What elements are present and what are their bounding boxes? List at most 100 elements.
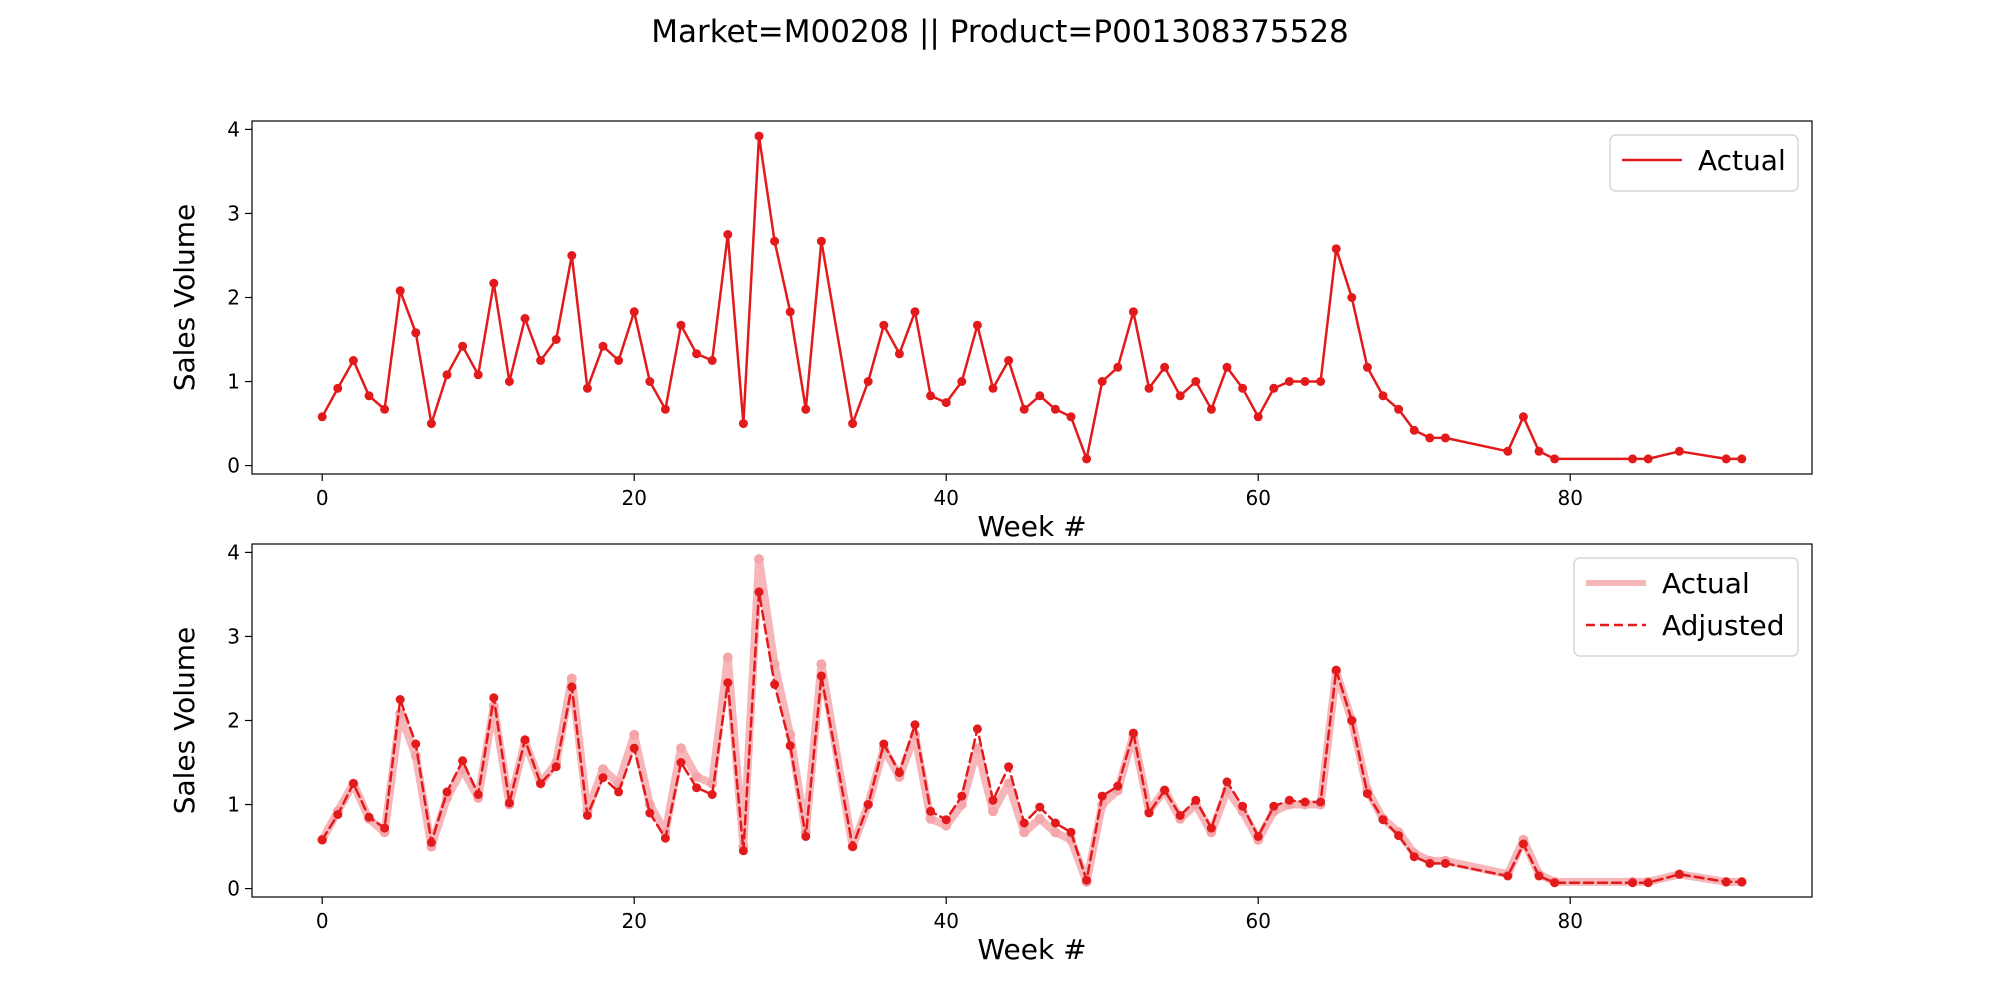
data-point [801,404,811,414]
data-point [489,693,499,703]
data-point [458,341,468,351]
data-point [629,743,639,753]
x-tick-label: 80 [1557,909,1582,933]
x-tick-label: 0 [316,909,329,933]
data-point [520,735,530,745]
plot-frame [251,120,1813,475]
data-point [348,356,358,365]
data-point [411,328,421,338]
series-line-actual [318,555,1746,886]
data-point [536,356,546,365]
data-point [317,412,327,422]
data-point [723,230,733,239]
data-point [614,356,624,365]
x-tick-label: 20 [621,486,646,510]
data-point [333,810,343,820]
data-point [957,377,967,386]
data-point [1238,801,1248,811]
data-point [848,419,858,429]
x-tick-label: 60 [1245,909,1270,933]
data-point [770,236,780,246]
data-point [1253,412,1263,422]
data-point [1331,244,1341,254]
data-point [1035,802,1045,812]
data-point [863,377,873,386]
data-point [1175,811,1185,820]
data-point [1550,878,1560,888]
data-point [629,729,640,740]
data-point [1284,795,1294,805]
data-point [910,720,920,730]
data-point [1394,404,1404,414]
data-point [395,695,405,704]
data-point [1721,454,1731,464]
data-point [1128,307,1138,317]
data-point [348,779,358,788]
data-point [692,783,702,793]
data-point [1113,781,1123,791]
data-point [458,756,468,766]
data-point [754,554,764,565]
data-point [1144,808,1154,818]
data-point [988,795,998,805]
data-point [1300,377,1310,386]
data-point [473,790,483,799]
data-point [770,679,780,689]
data-point [1440,858,1450,868]
data-point [1643,454,1653,464]
data-point [1269,383,1279,393]
data-point [598,773,608,783]
legend-label: Actual [1698,144,1786,177]
data-point [473,370,483,380]
data-point [489,278,499,288]
data-point [426,837,436,847]
data-point [660,833,670,843]
x-tick-label: 80 [1557,486,1582,510]
data-point [692,349,702,359]
data-point [816,236,826,246]
data-point [1362,789,1372,799]
data-point [879,320,889,330]
data-point [1394,831,1404,841]
data-point [567,682,577,692]
data-point [1222,777,1232,787]
data-point [848,842,858,852]
data-point [676,758,686,767]
data-point [442,370,452,380]
data-point [925,813,936,824]
data-point [551,762,561,772]
data-point [1050,827,1061,838]
data-point [910,307,920,317]
data-point [1534,446,1544,456]
data-point [582,811,592,820]
subplot-2: 0 20 40 60 80 0 1 2 3 4 Week # Sales Volume Actual Ad… [168,540,1813,966]
data-point [380,404,390,414]
data-point [1097,791,1107,801]
x-tick-label: 0 [316,486,329,510]
data-point [645,377,655,386]
data-point [1113,362,1123,372]
legend-label: Actual [1662,567,1750,600]
data-point [1082,454,1092,464]
y-tick-label: 1 [227,370,240,394]
data-point [1066,827,1076,837]
data-point [926,806,936,816]
data-point [1316,797,1326,807]
data-point [1160,362,1170,372]
data-point [1425,858,1435,868]
series-line-actual [320,134,1744,461]
data-point [785,307,795,317]
data-point [1206,823,1216,833]
data-point [723,678,733,688]
data-point [1347,293,1357,302]
data-point [1674,446,1684,456]
legend: Actual Adjusted [1573,557,1799,657]
data-point [1503,871,1513,881]
data-point [395,286,405,296]
data-point [1425,433,1435,443]
data-point [1300,797,1310,807]
data-point [1191,795,1201,805]
data-point [1238,383,1248,393]
data-point [1674,869,1684,879]
